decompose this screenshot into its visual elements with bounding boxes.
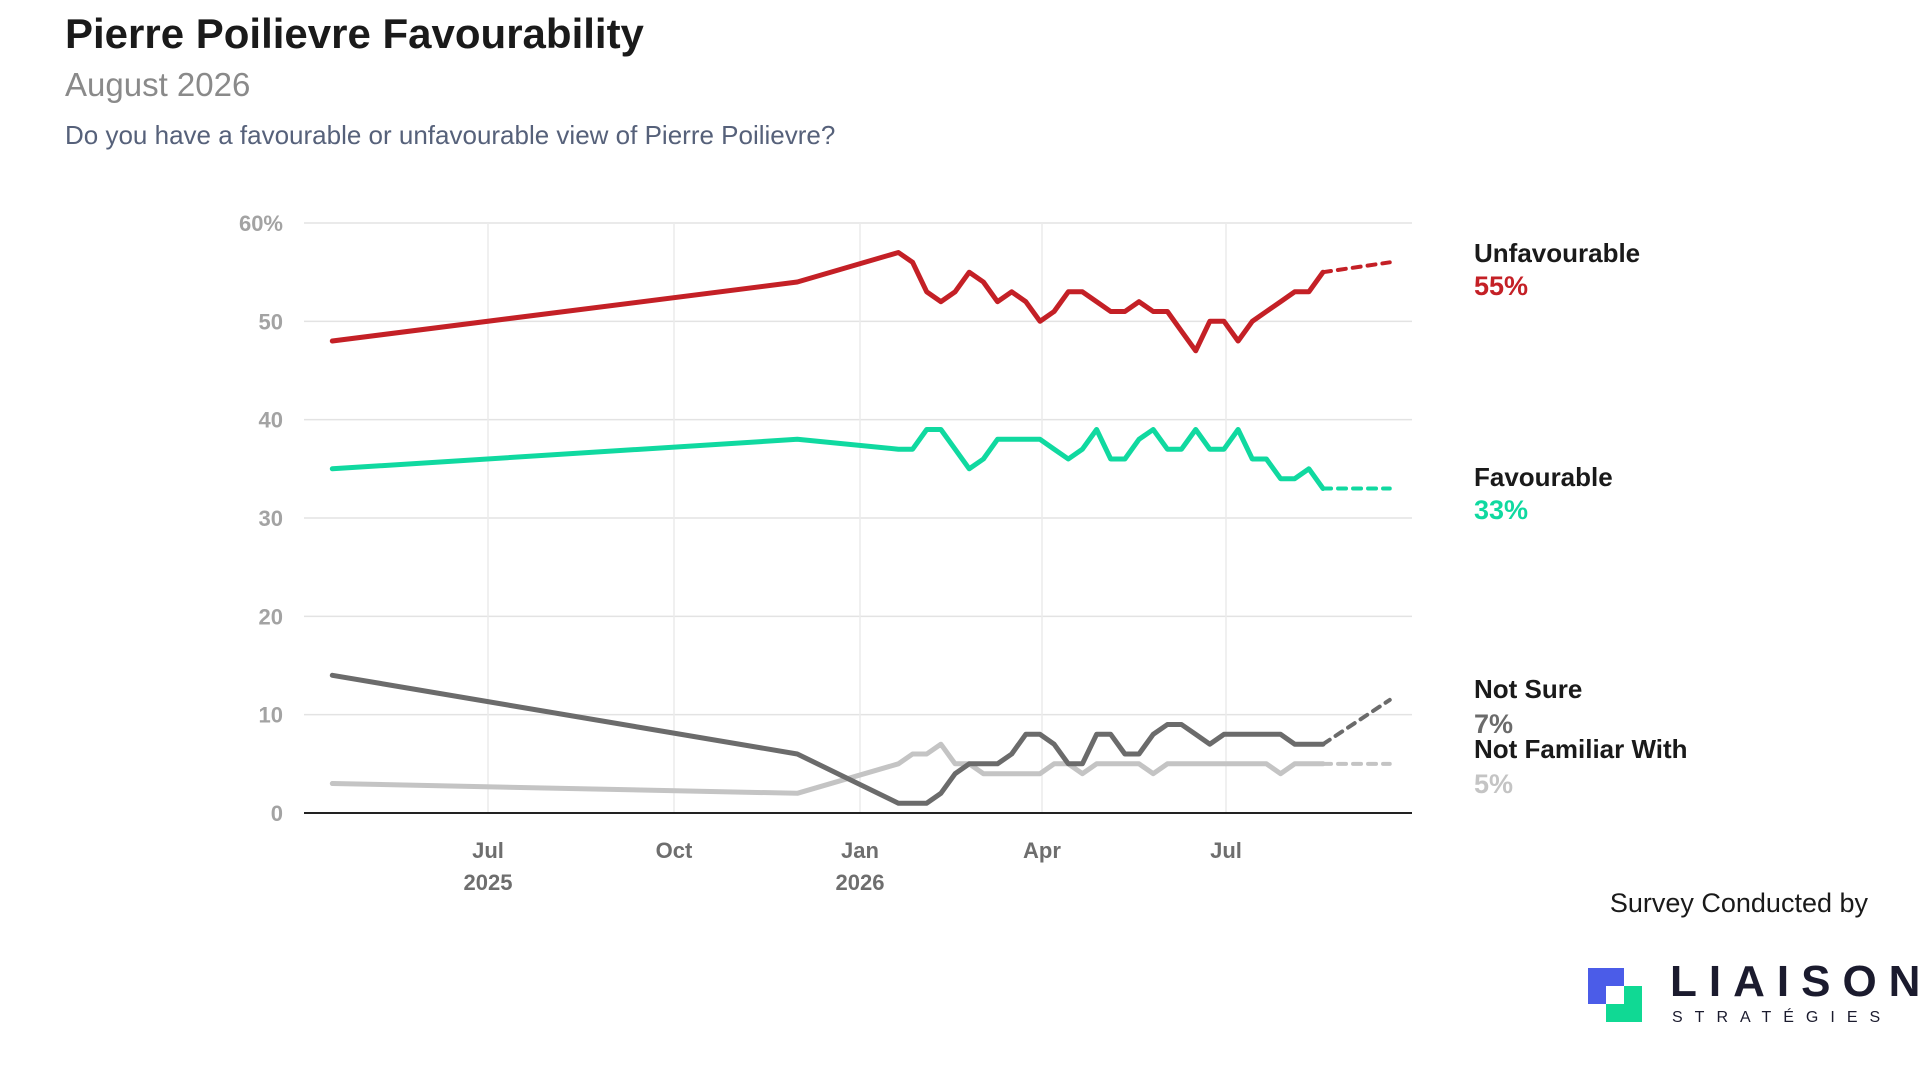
series-line-favourable [329,427,1326,491]
y-tick-label: 10 [259,703,283,728]
y-tick-label: 60% [239,211,283,236]
series-line-not_sure [329,672,1326,806]
logo-mark-overlap [1606,986,1624,1004]
series-value-unfavourable: 55% [1474,271,1528,301]
logo-wordmark: LIAISON [1670,957,1920,1006]
x-tick-label: Oct [656,838,693,863]
series-label-not_sure: Not Sure [1474,674,1582,704]
x-tick-label: Jul [472,838,504,863]
y-tick-label: 20 [259,604,283,629]
series-label-unfavourable: Unfavourable [1474,238,1640,268]
series-label-not_familiar: Not Familiar With [1474,734,1688,764]
x-tick-year-label: 2025 [464,870,513,895]
x-tick-label: Jan [841,838,879,863]
liaison-logo: LIAISON STRATÉGIES [1588,960,1920,1030]
series-label-favourable: Favourable [1474,462,1613,492]
x-tick-year-label: 2026 [836,870,885,895]
x-tick-label: Jul [1210,838,1242,863]
y-tick-label: 50 [259,309,283,334]
series-value-not_familiar: 5% [1474,769,1513,799]
survey-credit: Survey Conducted by [1609,888,1868,918]
y-tick-label: 40 [259,408,283,433]
series-line-unfavourable [329,250,1326,354]
logo-subtitle: STRATÉGIES [1672,1009,1893,1026]
series-line-not_familiar [329,741,1326,796]
chart-title: Pierre Poilievre Favourability [65,10,644,57]
y-tick-label: 0 [271,801,283,826]
y-tick-label: 30 [259,506,283,531]
series-value-favourable: 33% [1474,495,1528,525]
x-tick-label: Apr [1023,838,1061,863]
series-projection-unfavourable [1321,260,1392,275]
series-projection-not_sure [1321,697,1392,747]
chart-subtitle: August 2026 [65,66,251,103]
series-value-not_sure: 7% [1474,709,1513,739]
survey-question: Do you have a favourable or unfavourable… [65,120,836,150]
